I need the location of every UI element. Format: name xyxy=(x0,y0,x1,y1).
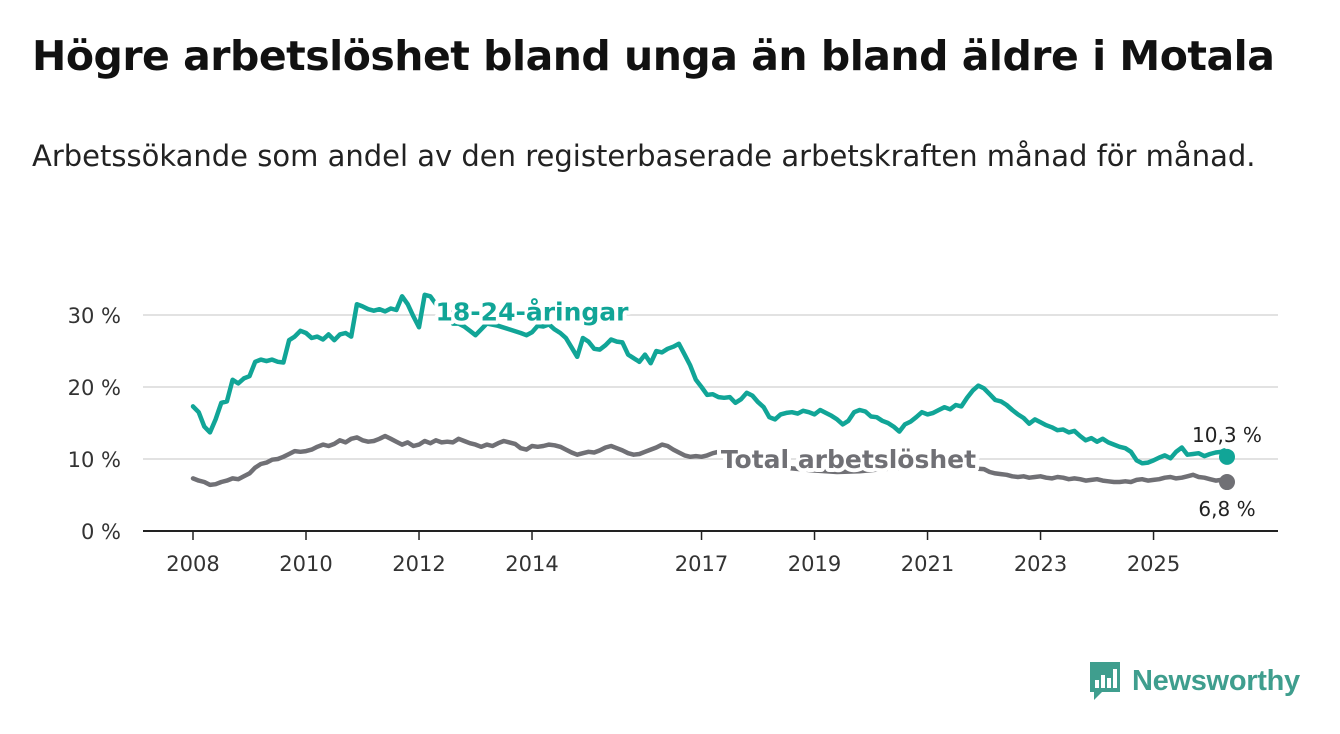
y-tick-label: 10 % xyxy=(68,448,121,472)
x-tick-label: 2023 xyxy=(1014,552,1067,576)
series-line-total xyxy=(190,433,1230,488)
series-line-youth xyxy=(190,292,1230,466)
x-tick-label: 2010 xyxy=(279,552,332,576)
series-label-total: Total arbetslöshet xyxy=(721,445,976,474)
x-tick-label: 2019 xyxy=(788,552,841,576)
end-value-label-total: 6,8 % xyxy=(1198,497,1255,521)
x-tick-label: 2025 xyxy=(1127,552,1180,576)
chart-title: Högre arbetslöshet bland unga än bland ä… xyxy=(32,32,1275,80)
brand-logo: Newsworthy xyxy=(1088,660,1300,702)
brand-name: Newsworthy xyxy=(1132,664,1300,697)
y-tick-label: 20 % xyxy=(68,376,121,400)
x-tick-label: 2012 xyxy=(392,552,445,576)
bar-chart-icon xyxy=(1090,662,1120,700)
y-tick-label: 30 % xyxy=(68,304,121,328)
end-marker-total xyxy=(1219,474,1235,491)
chart-subtitle: Arbetssökande som andel av den registerb… xyxy=(32,139,1256,173)
end-marker-youth xyxy=(1219,448,1235,465)
x-tick-label: 2021 xyxy=(901,552,954,576)
series-label-youth: 18-24-åringar xyxy=(436,297,630,326)
x-tick-label: 2014 xyxy=(505,552,558,576)
x-tick-label: 2017 xyxy=(675,552,728,576)
x-tick-label: 2008 xyxy=(166,552,219,576)
y-tick-label: 0 % xyxy=(81,520,121,544)
end-value-label-youth: 10,3 % xyxy=(1192,423,1262,447)
